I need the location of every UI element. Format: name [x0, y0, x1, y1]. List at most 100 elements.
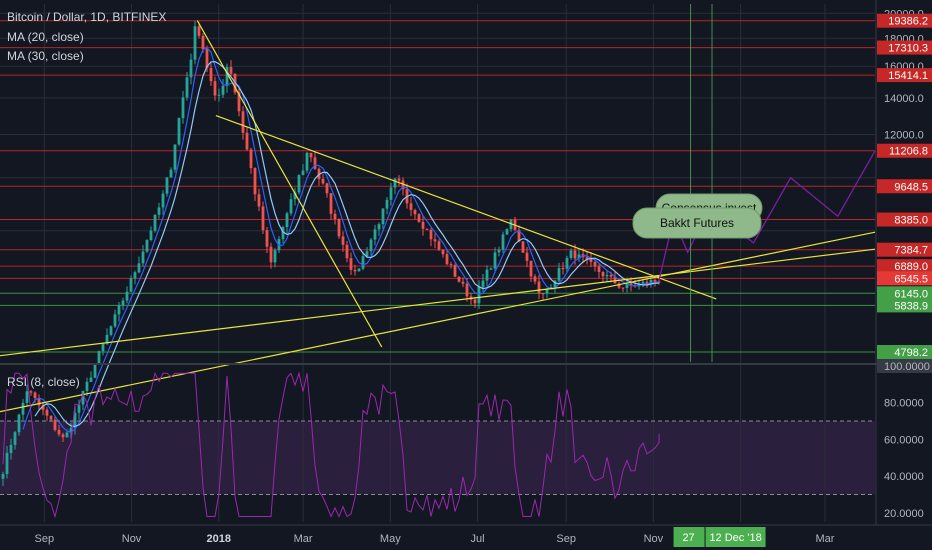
- candle-body: [105, 334, 109, 344]
- rsi-tick-label: 60.0000: [884, 434, 924, 446]
- price-label-bg: [877, 68, 932, 83]
- price-level-label: 9648.5: [894, 181, 928, 193]
- price-tick-label: 14000.0: [884, 93, 924, 105]
- candle-body: [77, 404, 81, 413]
- candle-body: [265, 230, 269, 247]
- candle-body: [593, 262, 597, 267]
- candle-body: [241, 111, 245, 133]
- candle-body: [445, 254, 449, 265]
- candle-body: [173, 144, 177, 170]
- candle-body: [537, 281, 541, 294]
- candle-body: [97, 351, 101, 365]
- time-axis-label: Sep: [35, 533, 55, 545]
- candle-body: [157, 207, 161, 215]
- callout-bubble: [632, 207, 762, 239]
- candle-body: [73, 412, 77, 428]
- symbol-legend[interactable]: Bitcoin / Dollar, 1D, BITFINEX: [7, 10, 167, 24]
- candle-body: [557, 268, 561, 281]
- price-label-resistance: 15414.1: [877, 68, 932, 83]
- date-badge-bg: [705, 527, 766, 547]
- candle-body: [585, 257, 589, 259]
- candle-body: [305, 152, 309, 171]
- candle-body: [333, 213, 337, 220]
- candle-body: [605, 275, 609, 277]
- candle-body: [209, 68, 213, 82]
- candles: [1, 20, 661, 486]
- ma30-legend[interactable]: MA (30, close): [7, 49, 84, 63]
- candle-body: [565, 258, 569, 269]
- candle-body: [249, 149, 253, 169]
- candle-body: [505, 229, 509, 235]
- candle-body: [121, 300, 125, 306]
- candle-body: [293, 192, 297, 200]
- candle-body: [457, 276, 461, 282]
- candle-body: [465, 283, 469, 297]
- price-label-bg: [877, 179, 932, 194]
- date-badge-bg: [673, 527, 705, 547]
- candle-body: [253, 168, 257, 195]
- candle-body: [185, 77, 189, 98]
- candle-body: [353, 269, 357, 272]
- time-axis-label: Jul: [471, 533, 485, 545]
- ma20-legend[interactable]: MA (20, close): [7, 30, 84, 44]
- candle-body: [245, 132, 249, 150]
- candle-body: [53, 419, 57, 431]
- price-label-bg: [877, 212, 932, 227]
- price-label-bg: [877, 143, 932, 158]
- candle-body: [33, 392, 37, 399]
- candle-body: [321, 178, 325, 184]
- candle-body: [301, 170, 305, 176]
- candle-body: [137, 263, 141, 273]
- candle-body: [625, 283, 629, 288]
- price-level-label: 11206.8: [889, 146, 928, 158]
- candle-body: [349, 258, 353, 270]
- candle-body: [521, 241, 525, 253]
- candle-body: [149, 230, 153, 240]
- rsi-top-label-bg: [877, 359, 932, 373]
- price-level-label: 6145.0: [894, 288, 928, 300]
- time-axis-label: Nov: [644, 533, 664, 545]
- candle-body: [409, 203, 413, 210]
- price-label-bg: [877, 13, 932, 28]
- candle-body: [309, 152, 313, 158]
- candle-body: [597, 266, 601, 273]
- rsi-line: [2, 371, 660, 519]
- candle-body: [289, 199, 293, 214]
- price-label-support: 5838.9: [877, 298, 932, 313]
- price-label-resistance: 17310.3: [877, 40, 932, 55]
- candle-body: [481, 280, 485, 288]
- candle-body: [493, 252, 497, 269]
- candle-body: [601, 272, 605, 277]
- candle-body: [373, 229, 377, 240]
- price-label-resistance: 9648.5: [877, 179, 932, 194]
- candle-body: [561, 268, 565, 270]
- price-label-resistance: 11206.8: [877, 143, 932, 158]
- price-label-bg: [877, 286, 932, 301]
- trendline: [0, 231, 876, 413]
- candle-body: [221, 85, 225, 95]
- candle-body: [29, 391, 33, 393]
- candle-body: [341, 236, 345, 245]
- candle-body: [517, 229, 521, 242]
- candle-body: [125, 291, 129, 301]
- date-badge-label: 12 Dec '18: [709, 532, 761, 544]
- candle-body: [101, 343, 105, 352]
- candle-body: [225, 67, 229, 86]
- candle-body: [281, 227, 285, 240]
- candle-body: [413, 209, 417, 215]
- candle-body: [589, 258, 593, 263]
- time-axis-label: 2018: [207, 533, 231, 545]
- candle-body: [629, 283, 633, 286]
- price-label-resistance: 8385.0: [877, 212, 932, 227]
- rsi-tick-label: 100.0000: [884, 361, 930, 373]
- price-level-label: 6545.5: [894, 273, 928, 285]
- rsi-tick-label: 20.0000: [884, 508, 924, 520]
- price-level-label: 19386.2: [888, 16, 928, 28]
- candle-body: [381, 208, 385, 225]
- rsi-legend[interactable]: RSI (8, close): [7, 375, 80, 389]
- price-level-label: 5838.9: [894, 300, 928, 312]
- candle-body: [609, 275, 613, 277]
- candle-body: [449, 264, 453, 266]
- candle-body: [369, 239, 373, 252]
